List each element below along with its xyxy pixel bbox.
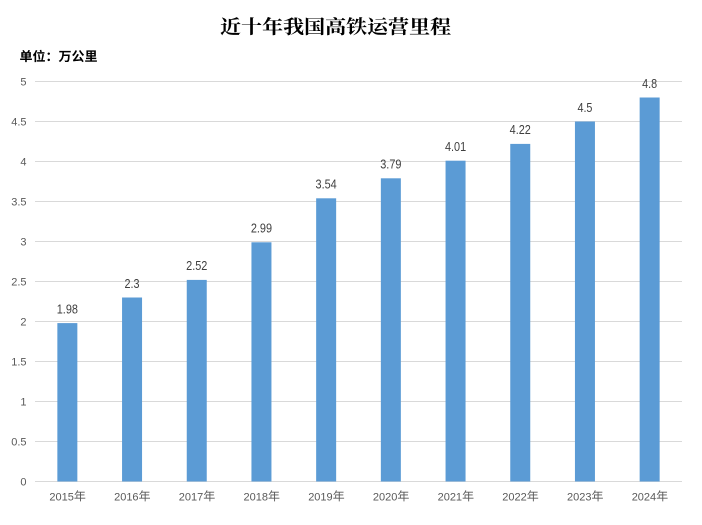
svg-text:3.5: 3.5 xyxy=(11,197,26,209)
svg-text:2019: 2019 xyxy=(308,491,332,503)
svg-text:2.99: 2.99 xyxy=(251,221,272,236)
svg-text:2016: 2016 xyxy=(114,491,138,503)
svg-text:2.5: 2.5 xyxy=(11,277,26,289)
svg-text:2023: 2023 xyxy=(567,491,591,503)
svg-text:4.5: 4.5 xyxy=(577,100,592,115)
svg-text:0.5: 0.5 xyxy=(11,437,26,449)
svg-text:3: 3 xyxy=(20,237,26,249)
svg-text:2: 2 xyxy=(20,317,26,329)
svg-text:1: 1 xyxy=(20,397,26,409)
svg-text:3.79: 3.79 xyxy=(380,157,401,172)
svg-text:2024: 2024 xyxy=(632,491,656,503)
svg-text:2.3: 2.3 xyxy=(125,276,140,291)
svg-text:5: 5 xyxy=(20,77,26,89)
svg-text:2020: 2020 xyxy=(373,491,397,503)
svg-text:4.5: 4.5 xyxy=(11,117,26,129)
svg-text:4.22: 4.22 xyxy=(510,122,531,137)
svg-text:2017: 2017 xyxy=(179,491,203,503)
svg-text:1.98: 1.98 xyxy=(57,301,78,316)
svg-text:2018: 2018 xyxy=(243,491,267,503)
svg-text:0: 0 xyxy=(20,477,26,489)
svg-text:2.52: 2.52 xyxy=(186,258,207,273)
svg-text:2015: 2015 xyxy=(49,491,73,503)
svg-text:4.8: 4.8 xyxy=(642,76,657,91)
svg-text:1.5: 1.5 xyxy=(11,357,26,369)
svg-text:4.01: 4.01 xyxy=(445,139,466,154)
svg-text:2022: 2022 xyxy=(502,491,526,503)
svg-text:3.54: 3.54 xyxy=(316,177,337,192)
svg-text:4: 4 xyxy=(20,157,26,169)
svg-text:2021: 2021 xyxy=(438,491,462,503)
